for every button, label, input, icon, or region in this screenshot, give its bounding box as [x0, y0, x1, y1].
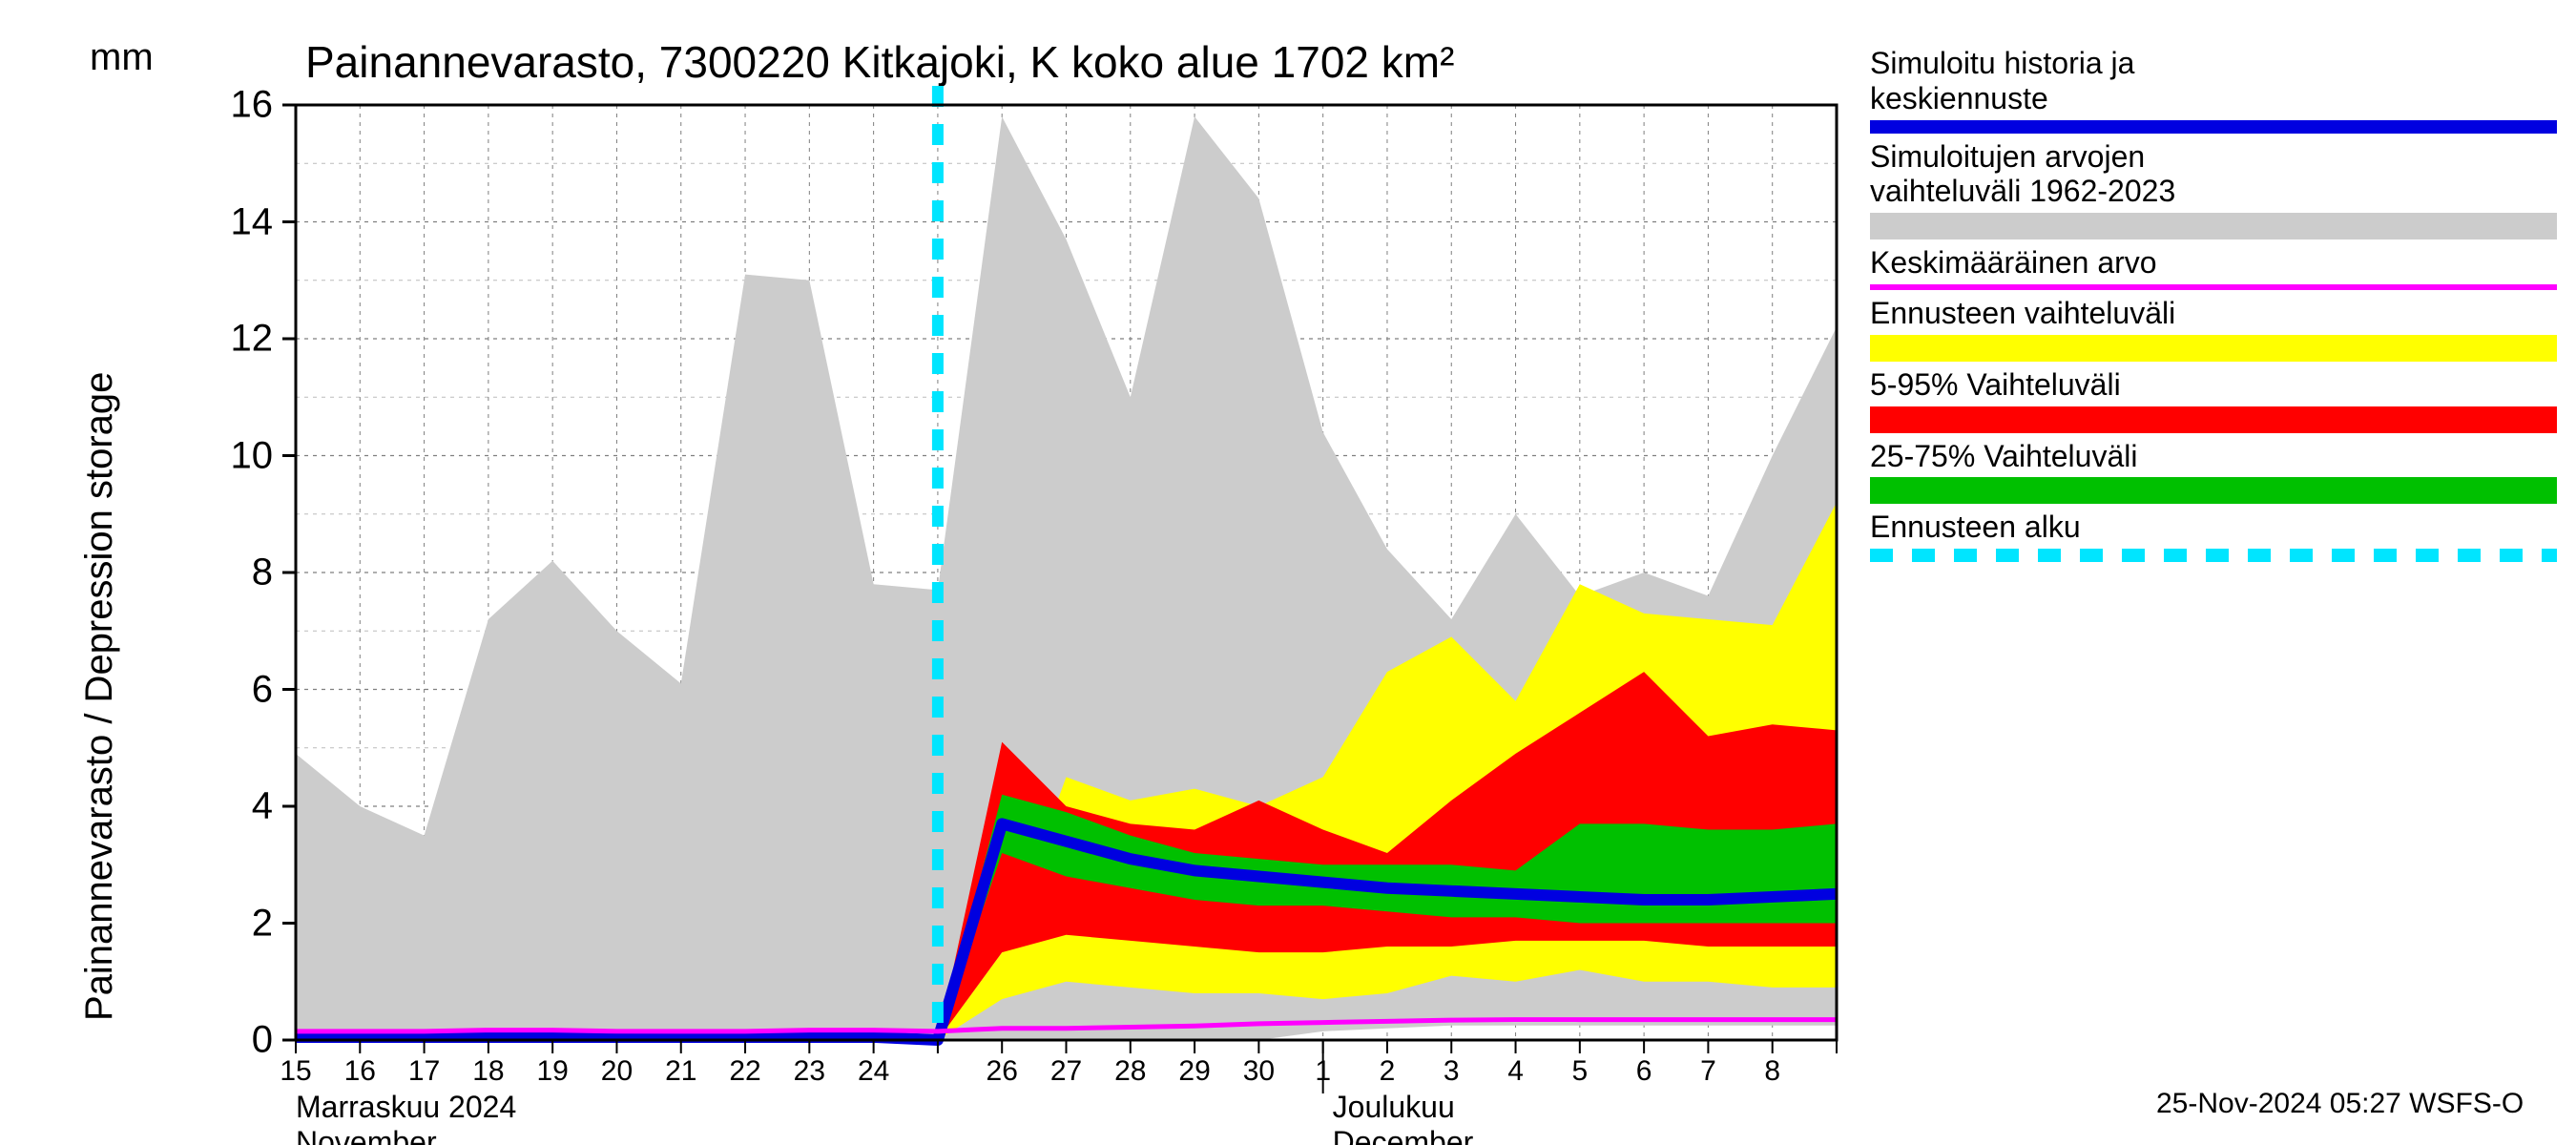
legend-label: 5-95% Vaihteluväli	[1870, 367, 2557, 403]
y-tick-label: 16	[231, 84, 274, 127]
x-tick-label: 27	[1050, 1055, 1082, 1088]
legend-entry: Ennusteen vaihteluväli	[1870, 296, 2557, 362]
legend-entry: 5-95% Vaihteluväli	[1870, 367, 2557, 433]
x-tick-label: 24	[858, 1055, 889, 1088]
x-tick-label: 22	[729, 1055, 760, 1088]
legend-label: Ennusteen alku	[1870, 510, 2557, 545]
x-tick-label: 17	[408, 1055, 440, 1088]
legend-swatch	[1870, 477, 2557, 504]
legend-entry: Simuloitu historia ja keskiennuste	[1870, 46, 2557, 134]
x-tick-label: 20	[601, 1055, 633, 1088]
legend-label: Ennusteen vaihteluväli	[1870, 296, 2557, 331]
x-tick-label: 4	[1507, 1055, 1524, 1088]
x-tick-label: 18	[472, 1055, 504, 1088]
chart-root: Painannevarasto, 7300220 Kitkajoki, K ko…	[0, 0, 2576, 1145]
y-tick-label: 6	[252, 668, 273, 711]
x-tick-label: 19	[536, 1055, 568, 1088]
x-tick-label: 5	[1571, 1055, 1588, 1088]
legend-swatch	[1870, 549, 2557, 562]
legend-entry: Keskimääräinen arvo	[1870, 245, 2557, 290]
y-axis-label: Painannevarasto / Depression storage	[78, 372, 121, 1021]
y-tick-label: 4	[252, 785, 273, 828]
x-tick-label: 2	[1380, 1055, 1396, 1088]
x-tick-label: 23	[794, 1055, 825, 1088]
legend-entry: Ennusteen alku	[1870, 510, 2557, 562]
x-tick-label: 28	[1114, 1055, 1146, 1088]
plot-svg	[296, 105, 1837, 1040]
legend-label: Simuloitu historia ja keskiennuste	[1870, 46, 2557, 116]
legend-swatch	[1870, 213, 2557, 239]
legend-swatch	[1870, 335, 2557, 362]
x-tick-label: 15	[280, 1055, 311, 1088]
chart-title: Painannevarasto, 7300220 Kitkajoki, K ko…	[305, 36, 1454, 88]
x-tick-label: 6	[1636, 1055, 1652, 1088]
legend-label: 25-75% Vaihteluväli	[1870, 439, 2557, 474]
x-tick-label: 30	[1243, 1055, 1275, 1088]
month-label-left: Marraskuu 2024November	[296, 1090, 516, 1145]
x-tick-label: 16	[344, 1055, 376, 1088]
x-tick-label: 21	[665, 1055, 696, 1088]
x-tick-label: 7	[1700, 1055, 1716, 1088]
legend-entry: Simuloitujen arvojen vaihteluväli 1962-2…	[1870, 139, 2557, 240]
y-tick-label: 0	[252, 1019, 273, 1062]
month-label-right: JoulukuuDecember	[1333, 1090, 1474, 1145]
x-tick-label: 29	[1178, 1055, 1210, 1088]
legend-swatch	[1870, 120, 2557, 134]
legend: Simuloitu historia ja keskiennuste Simulo…	[1870, 46, 2557, 568]
legend-swatch	[1870, 284, 2557, 290]
legend-swatch	[1870, 406, 2557, 433]
y-axis-unit: mm	[90, 36, 154, 79]
footer-stamp: 25-Nov-2024 05:27 WSFS-O	[2156, 1088, 2524, 1120]
plot-area	[296, 105, 1837, 1040]
y-tick-label: 8	[252, 552, 273, 594]
x-tick-label: 3	[1444, 1055, 1460, 1088]
y-tick-label: 2	[252, 902, 273, 945]
y-tick-label: 10	[231, 434, 274, 477]
x-tick-label: 26	[987, 1055, 1018, 1088]
x-tick-label: 1	[1315, 1055, 1331, 1088]
y-tick-label: 12	[231, 318, 274, 361]
legend-entry: 25-75% Vaihteluväli	[1870, 439, 2557, 505]
x-tick-label: 8	[1764, 1055, 1780, 1088]
legend-label: Simuloitujen arvojen vaihteluväli 1962-2…	[1870, 139, 2557, 210]
y-tick-label: 14	[231, 200, 274, 243]
legend-label: Keskimääräinen arvo	[1870, 245, 2557, 281]
